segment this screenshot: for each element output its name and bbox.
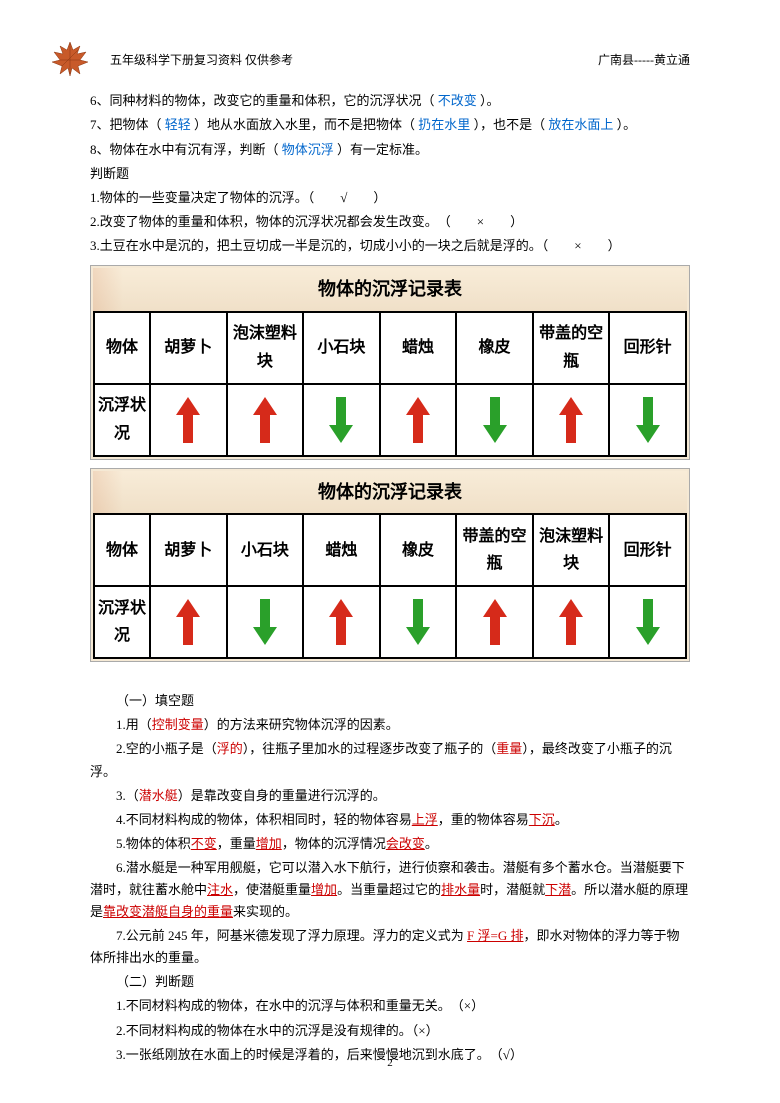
col-bottle: 带盖的空瓶 <box>456 514 533 586</box>
table-row-objects: 物体 胡萝卜 小石块 蜡烛 橡皮 带盖的空瓶 泡沫塑料块 回形针 <box>94 514 686 586</box>
table2: 物体 胡萝卜 小石块 蜡烛 橡皮 带盖的空瓶 泡沫塑料块 回形针 沉浮状况 <box>93 513 687 659</box>
fill2-q2: 2.空的小瓶子是（浮的），往瓶子里加水的过程逐步改变了瓶子的（重量），最终改变了… <box>90 738 690 782</box>
table-row-state: 沉浮状况 <box>94 586 686 658</box>
table1: 物体 胡萝卜 泡沫塑料块 小石块 蜡烛 橡皮 带盖的空瓶 回形针 沉浮状况 <box>93 311 687 457</box>
t2-arrow-1 <box>227 586 304 658</box>
fill-q7: 7、把物体（ 轻轻 ）地从水面放入水里，而不是把物体（ 扔在水里 ），也不是（ … <box>90 114 690 136</box>
t2-arrow-4 <box>456 586 533 658</box>
col-clip: 回形针 <box>609 514 686 586</box>
page-number: 2 <box>0 1054 780 1073</box>
fill-q6: 6、同种材料的物体，改变它的重量和体积，它的沉浮状况（ 不改变 ）。 <box>90 90 690 112</box>
row-label-object: 物体 <box>94 312 150 384</box>
header-right: 广南县-----黄立通 <box>598 50 690 70</box>
sink-float-table-1: 物体的沉浮记录表 物体 胡萝卜 泡沫塑料块 小石块 蜡烛 橡皮 带盖的空瓶 回形… <box>90 265 690 460</box>
col-rubber: 橡皮 <box>456 312 533 384</box>
judge2-title: （二）判断题 <box>90 971 690 993</box>
header-left: 五年级科学下册复习资料 仅供参考 <box>110 50 293 70</box>
t1-arrow-2 <box>303 384 380 456</box>
row-label-state: 沉浮状况 <box>94 384 150 456</box>
judge1-title: 判断题 <box>90 163 690 185</box>
t2-arrow-2 <box>303 586 380 658</box>
col-foam: 泡沫塑料块 <box>533 514 610 586</box>
t2-arrow-6 <box>609 586 686 658</box>
t1-arrow-6 <box>609 384 686 456</box>
fill2-q3: 3.（潜水艇）是靠改变自身的重量进行沉浮的。 <box>90 785 690 807</box>
col-clip: 回形针 <box>609 312 686 384</box>
fill2-q7: 7.公元前 245 年，阿基米德发现了浮力原理。浮力的定义式为 F 浮=G 排，… <box>90 925 690 969</box>
col-candle: 蜡烛 <box>303 514 380 586</box>
judge2-q1: 1.不同材料构成的物体，在水中的沉浮与体积和重量无关。 （×） <box>90 995 690 1017</box>
col-foam: 泡沫塑料块 <box>227 312 304 384</box>
fill2-q6: 6.潜水艇是一种军用舰艇，它可以潜入水下航行，进行侦察和袭击。潜艇有多个蓄水仓。… <box>90 857 690 923</box>
col-carrot: 胡萝卜 <box>150 312 227 384</box>
fill2-title: （一）填空题 <box>90 690 690 712</box>
col-carrot: 胡萝卜 <box>150 514 227 586</box>
t1-arrow-3 <box>380 384 457 456</box>
row-label-state: 沉浮状况 <box>94 586 150 658</box>
fill2-q5: 5.物体的体积不变，重量增加，物体的沉浮情况会改变。 <box>90 833 690 855</box>
t2-arrow-0 <box>150 586 227 658</box>
col-stone: 小石块 <box>303 312 380 384</box>
table-row-state: 沉浮状况 <box>94 384 686 456</box>
col-rubber: 橡皮 <box>380 514 457 586</box>
t2-arrow-3 <box>380 586 457 658</box>
t1-arrow-0 <box>150 384 227 456</box>
fill2-q1: 1.用（控制变量）的方法来研究物体沉浮的因素。 <box>90 714 690 736</box>
fill-q8: 8、物体在水中有沉有浮，判断（ 物体沉浮 ）有一定标准。 <box>90 139 690 161</box>
table-row-objects: 物体 胡萝卜 泡沫塑料块 小石块 蜡烛 橡皮 带盖的空瓶 回形针 <box>94 312 686 384</box>
judge2-q2: 2.不同材料构成的物体在水中的沉浮是没有规律的。（×） <box>90 1020 690 1042</box>
table2-title: 物体的沉浮记录表 <box>93 471 687 514</box>
row-label-object: 物体 <box>94 514 150 586</box>
table1-title: 物体的沉浮记录表 <box>93 268 687 311</box>
judge1-q3: 3.土豆在水中是沉的，把土豆切成一半是沉的，切成小小的一块之后就是浮的。（ × … <box>90 235 690 257</box>
col-stone: 小石块 <box>227 514 304 586</box>
fill2-q4: 4.不同材料构成的物体，体积相同时，轻的物体容易上浮，重的物体容易下沉。 <box>90 809 690 831</box>
judge1-q2: 2.改变了物体的重量和体积，物体的沉浮状况都会发生改变。 （ × ） <box>90 211 690 233</box>
t1-arrow-4 <box>456 384 533 456</box>
col-candle: 蜡烛 <box>380 312 457 384</box>
judge1-q1: 1.物体的一些变量决定了物体的沉浮。（ √ ） <box>90 187 690 209</box>
t1-arrow-1 <box>227 384 304 456</box>
maple-leaf-icon <box>50 38 90 78</box>
page-header: 五年级科学下册复习资料 仅供参考 广南县-----黄立通 <box>90 50 690 70</box>
t1-arrow-5 <box>533 384 610 456</box>
t2-arrow-5 <box>533 586 610 658</box>
sink-float-table-2: 物体的沉浮记录表 物体 胡萝卜 小石块 蜡烛 橡皮 带盖的空瓶 泡沫塑料块 回形… <box>90 468 690 663</box>
col-bottle: 带盖的空瓶 <box>533 312 610 384</box>
